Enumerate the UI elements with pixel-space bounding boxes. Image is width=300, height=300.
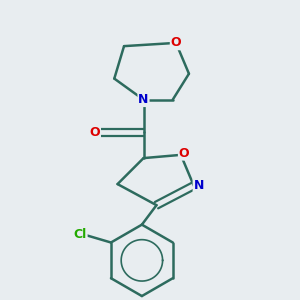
Text: N: N [194, 179, 204, 192]
Text: Cl: Cl [74, 228, 87, 241]
Text: O: O [89, 126, 100, 139]
Text: N: N [138, 93, 149, 106]
Text: O: O [179, 147, 189, 160]
Text: O: O [171, 36, 181, 50]
